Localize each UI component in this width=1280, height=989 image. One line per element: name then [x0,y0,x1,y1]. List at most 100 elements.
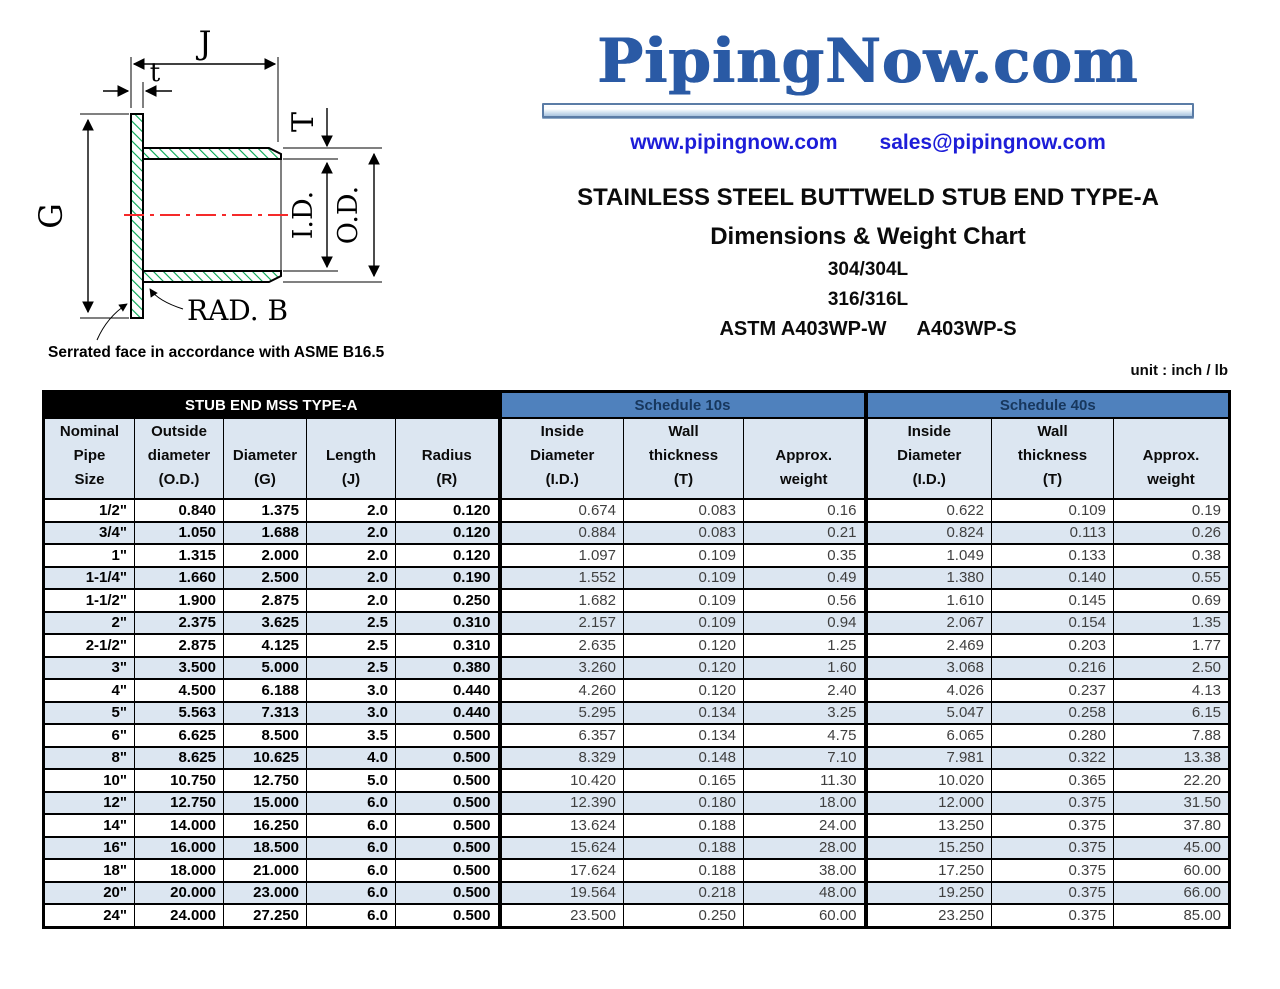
table-cell: 12" [43,790,135,815]
table-row: 6" 6.625 8.500 3.5 0.500 6.357 0.134 4.75 6.065 0… [43,723,1231,748]
table-cell: 2.469 [863,633,992,658]
table-cell: 0.55 [1112,565,1231,590]
group-header-schedule-10s: Schedule 10s [497,390,866,419]
table-cell: 0.120 [395,520,500,545]
table-cell: 0.622 [863,498,992,523]
unit-label: unit : inch / lb [1130,362,1229,379]
table-cell: 0.083 [623,520,744,545]
table-cell: 0.49 [743,565,866,590]
table-cell: 24.000 [134,903,224,928]
table-cell: 0.322 [991,745,1114,770]
table-row: 4" 4.500 6.188 3.0 0.440 4.260 0.120 2.40 4.026 0… [43,678,1231,703]
table-cell: 1.049 [863,543,992,568]
table-cell: 1-1/2" [43,588,135,613]
table-cell: 23.000 [223,880,307,905]
table-cell: 0.375 [991,903,1114,928]
table-cell: 18.00 [743,790,866,815]
table-cell: 0.109 [623,588,744,613]
table-cell: 2.40 [743,678,866,703]
table-cell: 0.94 [743,610,866,635]
table-cell: 5" [43,700,135,725]
table-cell: 0.500 [395,903,500,928]
table-row: 5" 5.563 7.313 3.0 0.440 5.295 0.134 3.25 5.047 0… [43,700,1231,725]
table-cell: 3.0 [306,700,396,725]
table-row: 1" 1.315 2.000 2.0 0.120 1.097 0.109 0.35 1.049 0… [43,543,1231,568]
table-cell: 7.313 [223,700,307,725]
table-cell: 4" [43,678,135,703]
table-cell: 15.624 [497,835,624,860]
table-cell: 6.065 [863,723,992,748]
table-cell: 0.500 [395,745,500,770]
table-cell: 1.682 [497,588,624,613]
table-cell: 23.250 [863,903,992,928]
table-cell: 0.113 [991,520,1114,545]
table-cell: 1.375 [223,498,307,523]
table-cell: 3.068 [863,655,992,680]
table-cell: 3.0 [306,678,396,703]
table-cell: 3/4" [43,520,135,545]
logo: PipingNow.com [597,26,1139,97]
table-cell: 0.500 [395,813,500,838]
table-cell: 0.500 [395,723,500,748]
table-cell: 10.020 [863,768,992,793]
table-cell: 3.625 [223,610,307,635]
table-cell: 1.688 [223,520,307,545]
table-row: 2-1/2" 2.875 4.125 2.5 0.310 2.635 0.120 1.25 2.… [43,633,1231,658]
group-header-schedule-40s: Schedule 40s [863,390,1231,419]
astm-spec: ASTM A403WP-W A403WP-S [540,318,1196,341]
table-cell: 1.380 [863,565,992,590]
diagram-bottom-wall [142,270,282,283]
table-cell: 0.38 [1112,543,1231,568]
table-cell: 4.0 [306,745,396,770]
column-header: Wall thickness (T) [623,417,744,500]
table-cell: 24" [43,903,135,928]
column-header: Inside Diameter (I.D.) [497,417,624,500]
group-header-stub-end-mss-type-a: STUB END MSS TYPE-A [43,390,500,419]
table-cell: 1.35 [1112,610,1231,635]
table-cell: 5.047 [863,700,992,725]
table-cell: 16" [43,835,135,860]
table-cell: 6.0 [306,813,396,838]
website-link[interactable]: www.pipingnow.com [630,131,838,154]
table-cell: 10.420 [497,768,624,793]
table-cell: 6.0 [306,903,396,928]
table-cell: 8" [43,745,135,770]
table-cell: 0.56 [743,588,866,613]
table-cell: 20.000 [134,880,224,905]
table-row: 3/4" 1.050 1.688 2.0 0.120 0.884 0.083 0.21 0.82… [43,520,1231,545]
table-cell: 3" [43,655,135,680]
table-cell: 2-1/2" [43,633,135,658]
table-cell: 2.0 [306,520,396,545]
table-cell: 0.500 [395,835,500,860]
table-cell: 14.000 [134,813,224,838]
table-cell: 5.000 [223,655,307,680]
table-cell: 0.250 [395,588,500,613]
table-row: 3" 3.500 5.000 2.5 0.380 3.260 0.120 1.60 3.068 0… [43,655,1231,680]
table-cell: 2.5 [306,610,396,635]
table-cell: 0.500 [395,880,500,905]
column-header: Inside Diameter (I.D.) [863,417,992,500]
table-cell: 0.250 [623,903,744,928]
page-subtitle: Dimensions & Weight Chart [710,223,1026,250]
table-cell: 0.26 [1112,520,1231,545]
table-cell: 23.500 [497,903,624,928]
table-cell: 0.120 [623,655,744,680]
email-link[interactable]: sales@pipingnow.com [879,131,1106,154]
table-row: 1-1/2" 1.900 2.875 2.0 0.250 1.682 0.109 0.56 1.… [43,588,1231,613]
table-cell: 0.440 [395,678,500,703]
astm-spec-s: A403WP-S [916,318,1017,340]
table-cell: 6.0 [306,858,396,883]
table-cell: 0.216 [991,655,1114,680]
table-cell: 1.900 [134,588,224,613]
table-cell: 0.109 [623,610,744,635]
table-row: 24" 24.000 27.250 6.0 0.500 23.500 0.250 60.00 2… [43,903,1231,928]
table-cell: 0.120 [395,543,500,568]
table-cell: 4.500 [134,678,224,703]
table-row: 14" 14.000 16.250 6.0 0.500 13.624 0.188 24.00 1… [43,813,1231,838]
table-cell: 0.884 [497,520,624,545]
table-cell: 0.69 [1112,588,1231,613]
table-cell: 0.120 [623,633,744,658]
table-cell: 0.375 [991,790,1114,815]
table-cell: 0.109 [623,565,744,590]
table-cell: 0.19 [1112,498,1231,523]
